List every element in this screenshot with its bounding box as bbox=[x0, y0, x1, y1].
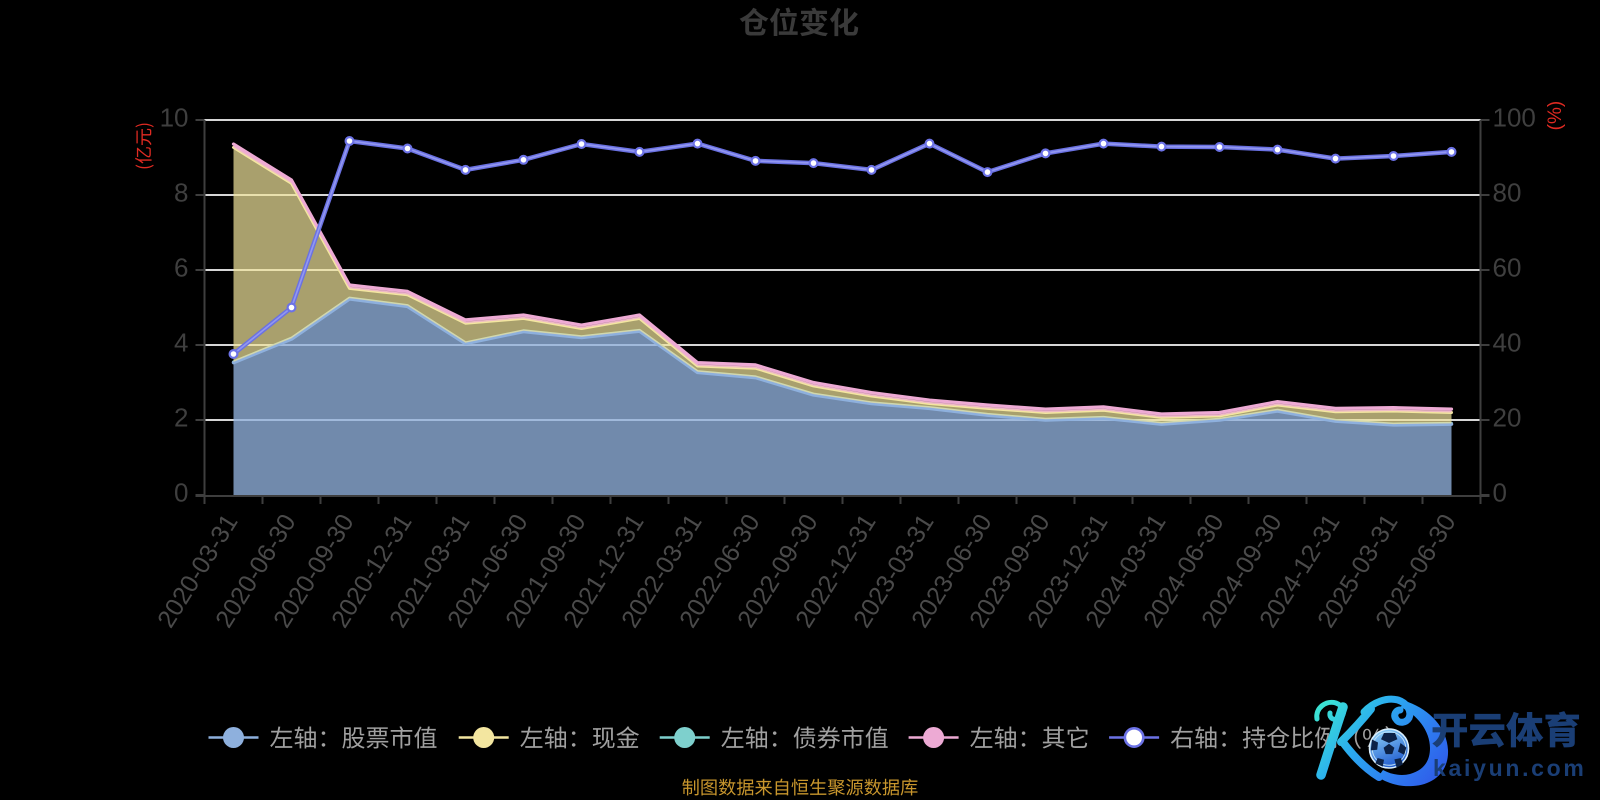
svg-text:8: 8 bbox=[174, 178, 188, 208]
svg-text:(%): (%) bbox=[1545, 101, 1566, 131]
svg-text:10: 10 bbox=[160, 103, 189, 133]
svg-text:60: 60 bbox=[1493, 253, 1522, 283]
svg-text:4: 4 bbox=[174, 328, 188, 358]
svg-text:20: 20 bbox=[1493, 403, 1522, 433]
svg-text:0: 0 bbox=[174, 478, 188, 508]
svg-text:100: 100 bbox=[1493, 103, 1536, 133]
svg-text:2: 2 bbox=[174, 403, 188, 433]
svg-text:0: 0 bbox=[1493, 478, 1507, 508]
svg-text:40: 40 bbox=[1493, 328, 1522, 358]
svg-text:80: 80 bbox=[1493, 178, 1522, 208]
svg-text:kaiyun.com: kaiyun.com bbox=[1433, 755, 1587, 781]
svg-text:6: 6 bbox=[174, 253, 188, 283]
